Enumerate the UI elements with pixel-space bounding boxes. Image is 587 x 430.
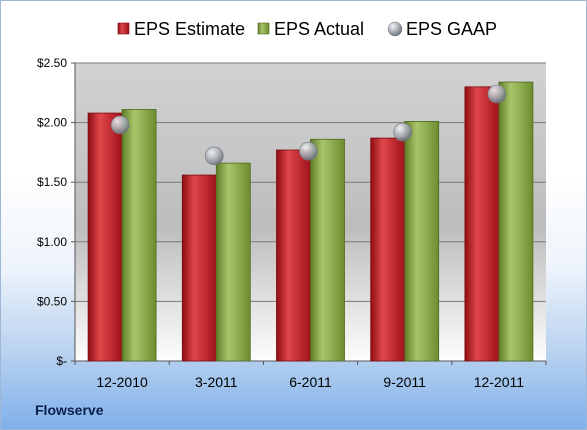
x-tick-label: 9-2011 xyxy=(383,374,426,390)
bar-eps-actual xyxy=(215,162,251,362)
x-axis: 12-2010 3-2011 6-2011 9-2011 12-2011 xyxy=(74,361,547,390)
legend-eps-gaap: EPS GAAP xyxy=(387,19,497,39)
gaap-markers xyxy=(110,84,507,166)
bar-eps-estimate xyxy=(276,149,311,362)
bar-eps-estimate xyxy=(87,112,123,362)
company-label: Flowserve xyxy=(35,402,104,418)
x-tick-label: 12-2011 xyxy=(474,374,525,390)
marker-eps-gaap xyxy=(487,84,507,104)
legend-swatch xyxy=(387,21,403,37)
marker-eps-gaap xyxy=(110,115,130,135)
bar-eps-actual xyxy=(310,138,345,362)
legend-eps-estimate: EPS Estimate xyxy=(117,19,245,39)
y-tick-label: $2.00 xyxy=(37,116,67,130)
y-tick-label: $0.50 xyxy=(37,294,67,308)
legend-label: EPS GAAP xyxy=(406,19,497,39)
x-tick-label: 12-2010 xyxy=(96,374,148,390)
bar-eps-actual xyxy=(498,81,534,362)
bar-eps-actual xyxy=(121,109,157,362)
y-tick-label: $1.50 xyxy=(37,175,67,189)
legend-swatch xyxy=(257,22,270,35)
y-tick-label: $2.50 xyxy=(37,56,67,70)
y-tick-label: $- xyxy=(56,354,67,368)
marker-eps-gaap xyxy=(205,146,224,166)
legend-swatch xyxy=(117,22,130,35)
legend: EPS Estimate EPS Actual EPS GAAP xyxy=(117,19,497,39)
bar-eps-estimate xyxy=(370,137,406,362)
x-tick-label: 3-2011 xyxy=(195,374,238,390)
legend-eps-actual: EPS Actual xyxy=(257,19,364,39)
bar-eps-estimate xyxy=(181,174,217,362)
bar-eps-estimate xyxy=(464,86,500,362)
marker-eps-gaap xyxy=(299,141,318,161)
legend-label: EPS Estimate xyxy=(134,19,245,39)
bars xyxy=(87,81,534,362)
y-tick-label: $1.00 xyxy=(37,235,67,249)
x-tick-label: 6-2011 xyxy=(289,374,332,390)
marker-eps-gaap xyxy=(393,122,413,142)
legend-label: EPS Actual xyxy=(274,19,364,39)
bar-eps-actual xyxy=(404,121,440,362)
